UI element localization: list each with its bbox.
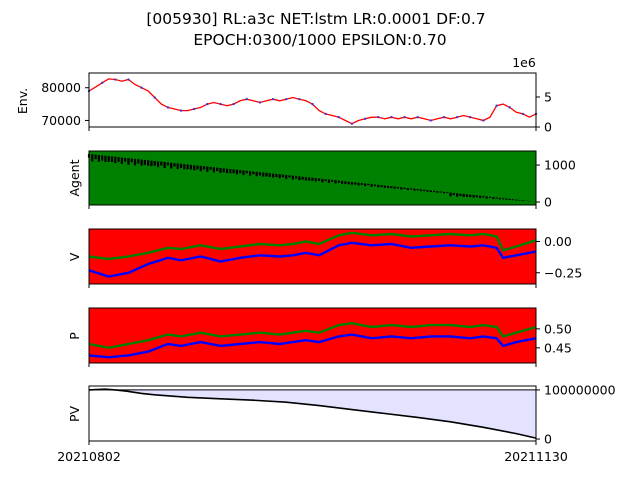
agent-y-tick-label-0: 0 xyxy=(544,195,552,210)
env-price-point xyxy=(429,119,433,122)
p-background xyxy=(89,308,536,363)
env-ylabel: Env. xyxy=(15,88,30,114)
pv-frame xyxy=(88,385,537,442)
v-background xyxy=(89,229,536,284)
env-price-point xyxy=(469,115,472,119)
agent-upper-area xyxy=(89,151,536,202)
env-price-point xyxy=(455,115,459,119)
env-y-tick-label-0: 0 xyxy=(544,120,552,135)
env-offset-label: 1e6 xyxy=(512,55,536,70)
env-price-point xyxy=(495,104,498,107)
p-panel: P 0.45 0.50 xyxy=(67,307,572,367)
env-price-point xyxy=(179,109,183,112)
env-left-tick-label-0: 70000 xyxy=(41,113,81,128)
x-tick-label-1: 20211130 xyxy=(504,449,568,464)
env-y-tick-label-1: 5 xyxy=(544,90,552,105)
p-ylabel: P xyxy=(67,332,82,340)
v-ylabel: V xyxy=(67,252,82,261)
p-green-line xyxy=(88,321,537,350)
env-price-point xyxy=(153,96,156,99)
env-price-point xyxy=(206,102,209,106)
x-tick-label-0: 20210802 xyxy=(57,449,121,464)
agent-ylabel: Agent xyxy=(67,159,82,196)
env-price-point xyxy=(377,115,380,119)
v-y-tick-label-1: 0.00 xyxy=(544,234,572,249)
p-y-tick-label-0: 0.45 xyxy=(544,340,572,355)
pv-area xyxy=(89,389,536,439)
env-price-point xyxy=(363,117,367,121)
env-price-point xyxy=(245,97,248,101)
env-price-point xyxy=(285,97,288,101)
env-price-point xyxy=(324,112,327,116)
p-blue-line xyxy=(88,333,537,359)
v-frame xyxy=(88,228,537,285)
v-y-tick-label-0: −0.25 xyxy=(544,265,582,280)
env-price-point xyxy=(140,86,143,89)
env-price-point xyxy=(166,106,170,109)
env-price-point xyxy=(192,107,196,111)
v-blue-line xyxy=(88,241,537,278)
pv-y-tick-label-1: 100000000 xyxy=(544,382,616,397)
env-price-point xyxy=(416,115,419,119)
v-panel: V −0.25 0.00 xyxy=(67,228,582,288)
env-price-point xyxy=(271,97,275,101)
env-price-point xyxy=(114,78,117,81)
pv-y-tick-label-0: 0 xyxy=(544,432,552,447)
env-left-tick-label-1: 80000 xyxy=(41,80,81,95)
env-price-point xyxy=(508,106,511,109)
env-price-point xyxy=(390,115,393,119)
env-price-point xyxy=(403,115,406,119)
pv-line xyxy=(88,388,537,439)
env-price-point xyxy=(127,78,130,81)
env-price-point xyxy=(258,101,262,104)
env-price-point xyxy=(232,102,235,106)
p-y-tick-label-1: 0.50 xyxy=(544,321,572,336)
figure-title-line2: EPOCH:0300/1000 EPSILON:0.70 xyxy=(193,31,446,49)
pv-panel: PV 0 100000000 20210802 20211130 xyxy=(57,382,615,464)
pv-ylabel: PV xyxy=(67,406,82,423)
env-price-point xyxy=(100,81,104,85)
env-price-point xyxy=(311,102,314,106)
env-price-line xyxy=(88,78,537,125)
env-panel: Env. 1e6 70000 80000 0 5 xyxy=(15,55,552,135)
agent-y-tick-label-1: 1000 xyxy=(544,158,576,173)
agent-panel: Agent 0 1000 xyxy=(67,150,576,210)
env-price-point xyxy=(442,115,446,119)
env-price-point xyxy=(337,115,340,119)
env-price-point xyxy=(298,97,301,101)
env-frame xyxy=(88,72,537,128)
p-frame xyxy=(88,307,537,364)
agent-frame xyxy=(88,150,537,206)
figure-title-line1: [005930] RL:a3c NET:lstm LR:0.0001 DF:0.… xyxy=(146,10,485,28)
env-price-point xyxy=(482,119,485,122)
env-price-point xyxy=(521,112,525,116)
env-price-point xyxy=(350,122,354,125)
env-price-point xyxy=(219,102,222,106)
v-green-line xyxy=(88,231,537,261)
